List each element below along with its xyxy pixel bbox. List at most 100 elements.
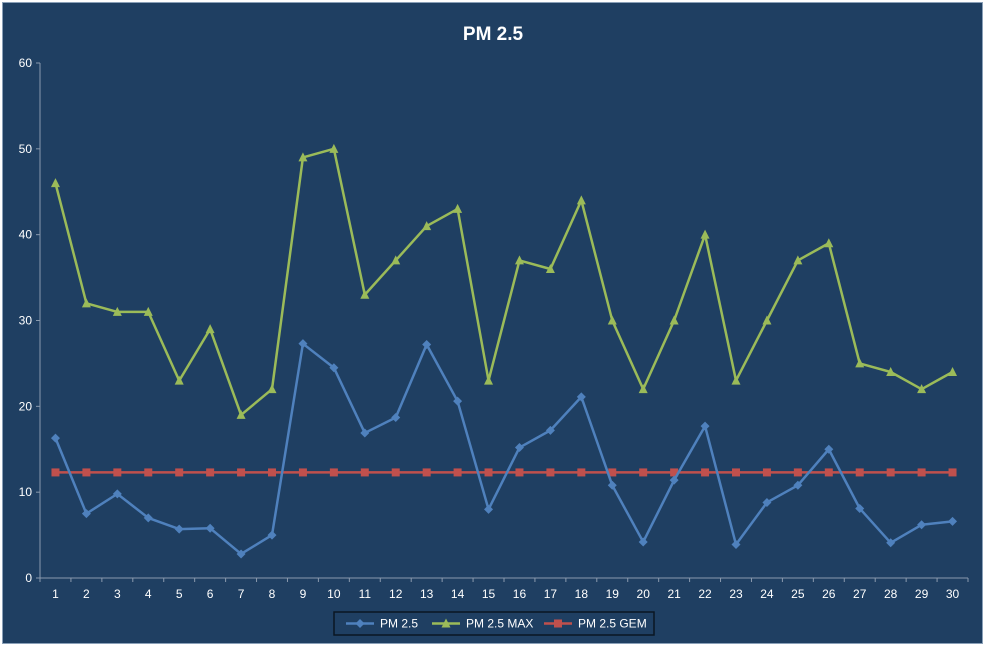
data-point	[886, 468, 895, 477]
data-point	[514, 443, 524, 453]
data-point	[793, 255, 803, 265]
data-point	[81, 298, 91, 308]
x-tick-label: 1	[52, 587, 59, 601]
data-point	[112, 306, 122, 316]
x-tick-label: 11	[359, 587, 372, 601]
data-point	[267, 530, 277, 540]
series-pm-2-5-max	[50, 143, 958, 419]
x-tick-label: 13	[420, 587, 434, 601]
x-tick-label: 21	[667, 587, 681, 601]
data-point	[174, 375, 184, 385]
x-tick-label: 15	[482, 587, 496, 601]
data-point	[391, 255, 401, 265]
legend-item: PM 2.5 MAX	[432, 617, 533, 631]
data-point	[81, 509, 91, 519]
legend-box	[333, 611, 655, 636]
data-point	[205, 324, 215, 334]
data-point	[917, 384, 927, 394]
legend-marker	[355, 619, 365, 628]
data-point	[236, 409, 246, 419]
legend-marker	[441, 618, 451, 628]
data-point	[762, 468, 771, 477]
data-point	[762, 497, 772, 507]
data-point	[948, 367, 958, 376]
y-tick-label: 60	[19, 56, 33, 70]
data-point	[608, 468, 617, 477]
data-point	[360, 468, 369, 477]
data-point	[670, 468, 679, 477]
data-point	[576, 195, 586, 205]
series-line	[54, 147, 954, 417]
data-point	[948, 516, 958, 526]
data-point	[143, 513, 153, 523]
data-point	[824, 444, 834, 454]
y-tick-label: 30	[19, 314, 33, 328]
data-point	[391, 412, 401, 422]
data-point	[948, 468, 957, 477]
legend: PM 2.5 PM 2.5 MAX PM 2.5 GEM	[333, 611, 655, 636]
x-tick-label: 2	[83, 587, 90, 601]
data-point	[700, 229, 710, 239]
x-tick-label: 4	[145, 587, 152, 601]
data-point	[484, 468, 493, 477]
x-tick-label: 12	[389, 587, 403, 601]
x-tick-label: 5	[176, 587, 183, 601]
data-point	[607, 480, 617, 490]
data-point	[669, 315, 679, 325]
data-point	[50, 178, 60, 188]
chart-title: PM 2.5	[463, 24, 524, 45]
data-point	[175, 468, 184, 477]
data-point	[422, 340, 432, 350]
data-point	[453, 396, 463, 406]
x-tick-label: 10	[327, 587, 341, 601]
data-point	[577, 468, 586, 477]
data-point	[50, 433, 60, 443]
legend-label: PM 2.5 MAX	[466, 617, 533, 631]
data-point	[329, 143, 339, 153]
data-point	[298, 152, 308, 162]
data-point	[237, 468, 246, 477]
series-pm-2-5	[50, 339, 958, 559]
data-point	[545, 264, 555, 273]
x-tick-label: 17	[544, 587, 558, 601]
legend-item: PM 2.5	[346, 617, 418, 631]
series-pm-2-5-gem	[51, 468, 957, 477]
data-point	[329, 363, 339, 373]
data-point	[360, 289, 370, 299]
data-point	[886, 367, 896, 376]
x-tick-label: 29	[915, 587, 929, 601]
data-point	[824, 238, 834, 248]
data-point	[484, 504, 494, 514]
data-point	[82, 468, 91, 477]
data-point	[917, 468, 926, 477]
legend-item: PM 2.5 GEM	[544, 617, 647, 631]
data-point	[855, 358, 865, 368]
data-point	[298, 339, 308, 349]
data-point	[174, 524, 184, 534]
data-point	[453, 203, 463, 213]
legend-label: PM 2.5 GEM	[578, 617, 647, 631]
x-tick-label: 23	[729, 587, 743, 601]
x-tick-label: 28	[884, 587, 898, 601]
data-point	[701, 468, 710, 477]
data-point	[453, 468, 462, 477]
data-point	[515, 468, 524, 477]
x-tick-label: 25	[791, 587, 805, 601]
legend-marker	[554, 619, 562, 628]
data-point	[639, 468, 648, 477]
x-tick-label: 24	[760, 587, 774, 601]
y-tick-label: 50	[19, 142, 33, 156]
data-point	[855, 468, 864, 477]
series-layer	[50, 143, 958, 559]
data-point	[268, 468, 276, 477]
data-point	[422, 468, 431, 477]
data-point	[855, 503, 865, 513]
data-point	[143, 306, 153, 316]
x-tick-label: 8	[269, 587, 276, 601]
y-tick-label: 10	[19, 485, 33, 499]
data-point	[112, 489, 122, 499]
x-tick-label: 20	[637, 587, 651, 601]
